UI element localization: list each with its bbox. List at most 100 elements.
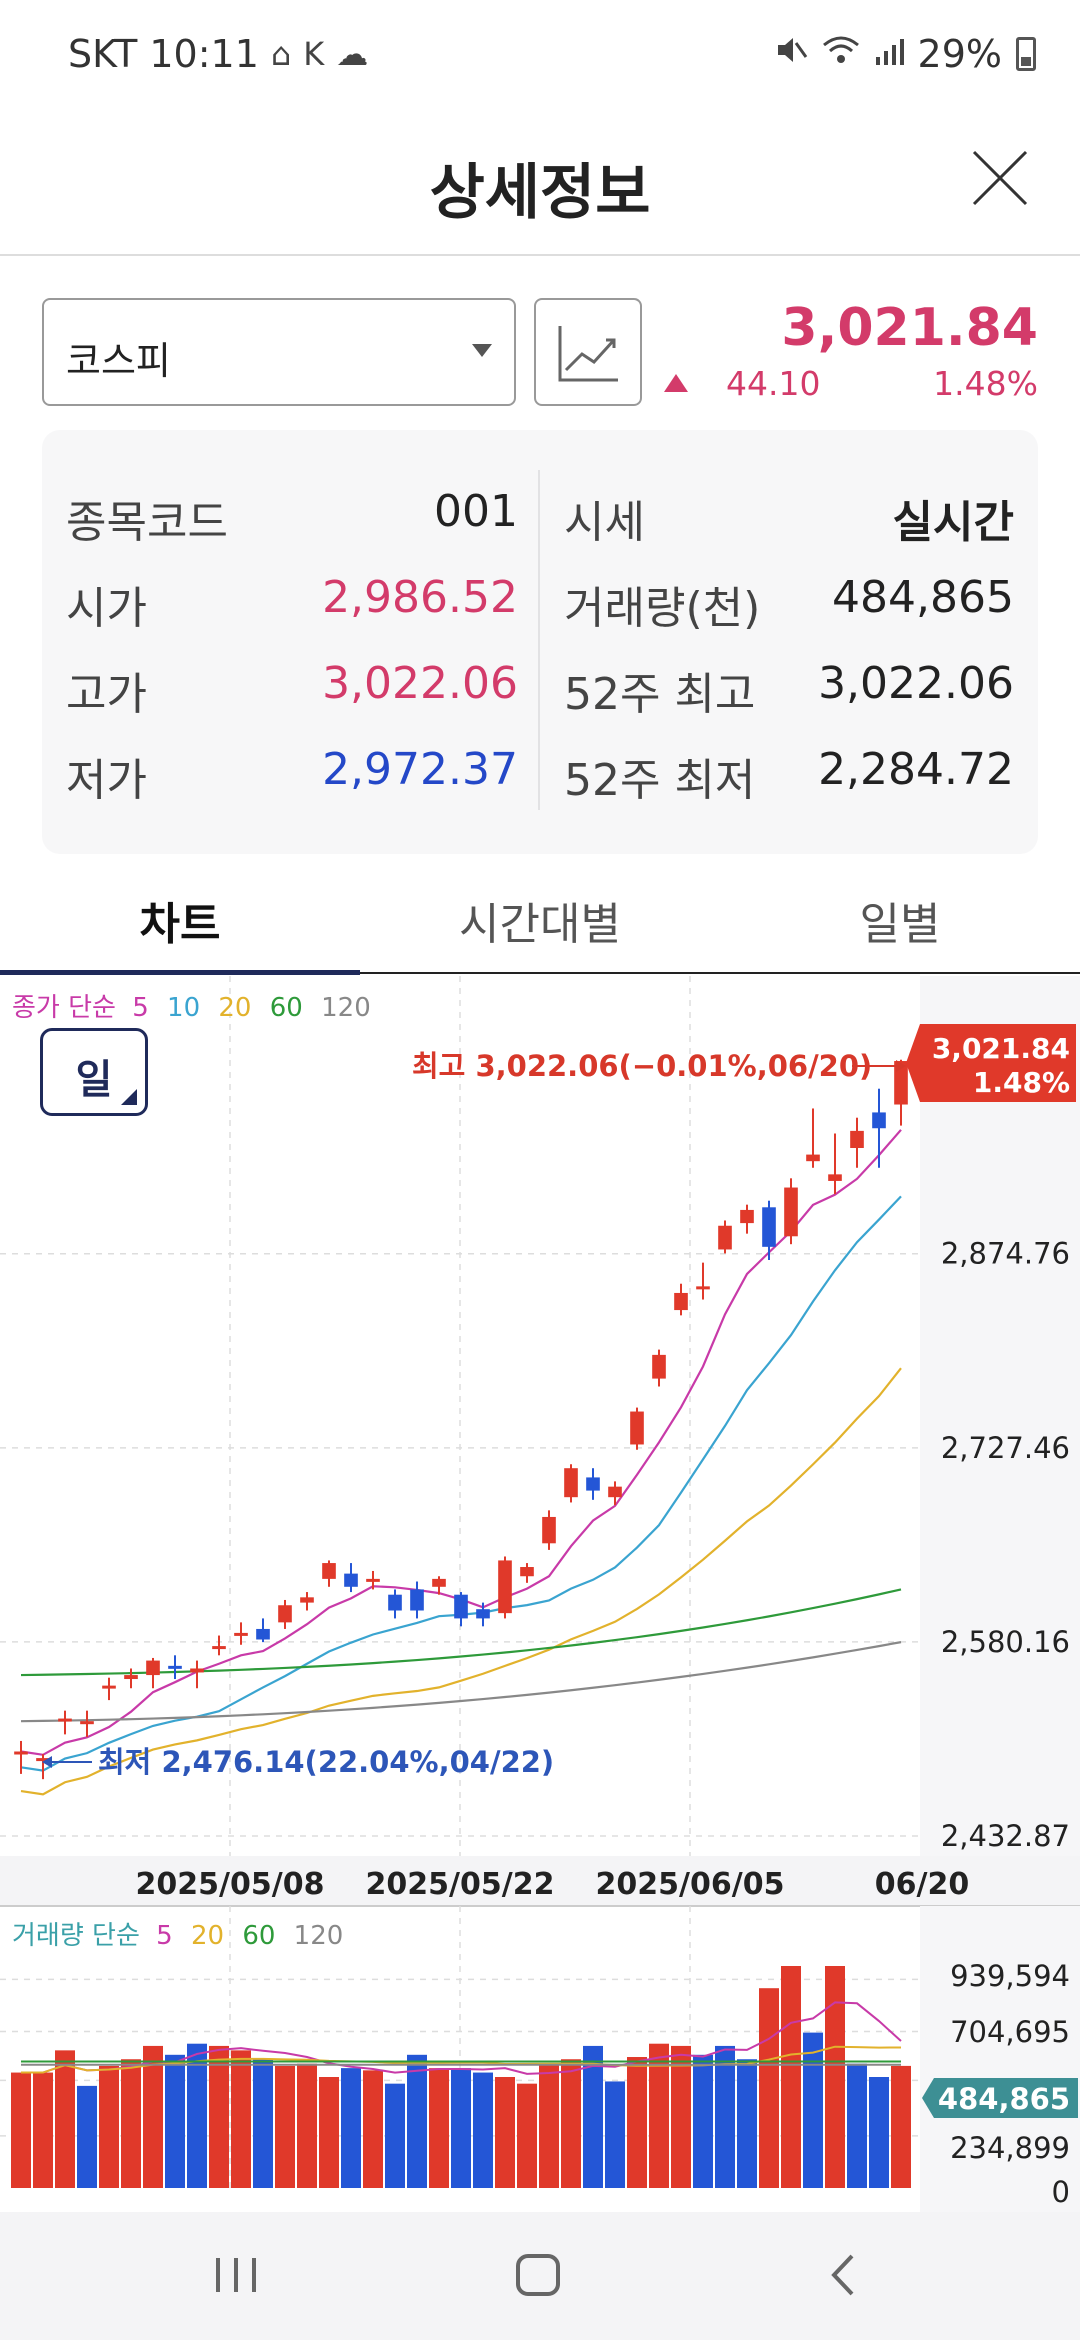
signal-icon <box>874 32 904 76</box>
volume-bar <box>891 2065 911 2188</box>
candle-body <box>168 1665 182 1669</box>
status-left: SKT 10:11 ⌂ K ☁ <box>68 32 368 76</box>
back-icon[interactable] <box>831 2254 854 2296</box>
high-annotation-arrowhead <box>896 1060 906 1072</box>
volume-bar <box>737 2059 757 2188</box>
candle-body <box>784 1187 798 1237</box>
volume-bar <box>11 2072 31 2188</box>
candle-body <box>718 1225 732 1250</box>
home-icon[interactable] <box>516 2254 560 2296</box>
volume-current-value: 484,865 <box>938 2082 1070 2116</box>
volume-bar <box>341 2068 361 2188</box>
y-tick-label: 2,874.76 <box>941 1237 1070 1271</box>
volume-bar <box>429 2068 449 2188</box>
page-title: 상세정보 <box>429 158 651 228</box>
volume-tick-label: 0 <box>1052 2175 1070 2209</box>
volume-legend: 거래량 단순 5 20 60 120 <box>12 1921 343 1951</box>
ma60-line <box>20 1588 902 1677</box>
info-value: 2,986.52 <box>322 572 518 623</box>
low-annotation: 최저 2,476.14(22.04%,04/22) <box>98 1745 554 1779</box>
info-value: 484,865 <box>832 572 1014 623</box>
close-button[interactable] <box>962 140 1038 216</box>
chart-view-button[interactable] <box>534 298 642 406</box>
candle-body <box>454 1594 468 1619</box>
candle-body <box>498 1560 512 1614</box>
recent-apps-icon[interactable] <box>216 2258 256 2292</box>
volume-bar <box>671 2045 691 2188</box>
candle-body <box>894 1061 908 1105</box>
volume-bar <box>99 2065 119 2188</box>
volume-bar <box>715 2045 735 2188</box>
volume-tick-label: 234,899 <box>950 2131 1070 2165</box>
cloud-icon: ☁ <box>336 35 369 73</box>
app-notification-icon: K <box>303 35 325 73</box>
candle-body <box>344 1573 358 1587</box>
y-tick-label: 2,432.87 <box>941 1819 1070 1853</box>
index-selector-value: 코스피 <box>66 339 171 383</box>
candle-body <box>674 1292 688 1311</box>
y-tick-label: 2,727.46 <box>941 1431 1070 1465</box>
volume-bar <box>473 2072 493 2188</box>
tab-daily[interactable]: 일별 <box>859 899 941 950</box>
tab-time[interactable]: 시간대별 <box>459 899 621 950</box>
up-arrow-icon <box>664 374 688 392</box>
low-annotation-arrowhead <box>42 1756 52 1768</box>
tab-chart[interactable]: 차트 <box>139 899 221 950</box>
volume-bar <box>781 1966 801 2188</box>
candle-body <box>36 1758 50 1762</box>
volume-bar <box>319 2077 339 2188</box>
candle-body <box>608 1486 622 1498</box>
candle-body <box>542 1516 556 1544</box>
info-value: 3,022.06 <box>818 658 1014 709</box>
candle-body <box>300 1597 314 1603</box>
candle-body <box>322 1563 336 1579</box>
tab-bar: 차트 시간대별 일별 <box>0 870 1080 975</box>
candle-body <box>432 1578 446 1587</box>
info-value: 3,022.06 <box>322 658 518 709</box>
info-label: 고가 <box>66 669 147 720</box>
info-row: 종목코드 001 <box>66 486 518 548</box>
info-label: 시세 <box>564 497 645 548</box>
carrier-time: SKT 10:11 <box>68 32 259 76</box>
chart-area[interactable]: 2,874.76 2,727.46 2,580.16 2,432.87 종가 단순 5… <box>0 976 1080 2212</box>
candle-body <box>80 1721 94 1725</box>
battery-icon <box>1016 37 1036 71</box>
volume-bar <box>297 2063 317 2188</box>
info-label: 종목코드 <box>66 497 228 548</box>
volume-bar <box>517 2083 537 2188</box>
line-chart-icon <box>558 326 618 382</box>
info-label: 거래량(천) <box>564 583 761 634</box>
header: 상세정보 <box>0 118 1080 256</box>
x-tick-label: 2025/05/22 <box>366 1867 555 1902</box>
candle-body <box>124 1675 138 1680</box>
info-row: 고가 3,022.06 <box>66 658 518 720</box>
tab-active-indicator <box>0 970 360 975</box>
volume-bar <box>759 1988 779 2188</box>
volume-current-flag <box>922 2078 1078 2118</box>
x-tick-label: 2025/06/05 <box>596 1867 785 1902</box>
candle-body <box>630 1411 644 1445</box>
candle-body <box>828 1174 842 1181</box>
current-price-flag <box>906 1024 1076 1102</box>
volume-bar <box>803 2032 823 2188</box>
x-tick-label: 06/20 <box>875 1867 969 1902</box>
current-price: 3,021.84 <box>781 298 1038 358</box>
price-change: 44.10 <box>726 364 821 403</box>
volume-bar <box>385 2083 405 2188</box>
candle-body <box>234 1632 248 1636</box>
ma120-line <box>20 1641 902 1723</box>
corner-triangle-icon <box>121 1089 137 1105</box>
ma20-line <box>20 1367 902 1796</box>
volume-bar <box>693 2054 713 2188</box>
period-selector-button[interactable]: 일 <box>40 1028 148 1116</box>
chevron-down-icon <box>472 344 492 357</box>
candle-body <box>652 1354 666 1379</box>
price-volume-chart: 2,874.76 2,727.46 2,580.16 2,432.87 종가 단순 5… <box>0 976 1080 2212</box>
candle-body <box>388 1594 402 1611</box>
index-selector-dropdown[interactable]: 코스피 <box>42 298 516 406</box>
candle-body <box>212 1646 226 1650</box>
info-value: 2,284.72 <box>818 744 1014 795</box>
candle-body <box>146 1660 160 1676</box>
volume-bar <box>605 2081 625 2188</box>
candle-body <box>366 1578 380 1582</box>
